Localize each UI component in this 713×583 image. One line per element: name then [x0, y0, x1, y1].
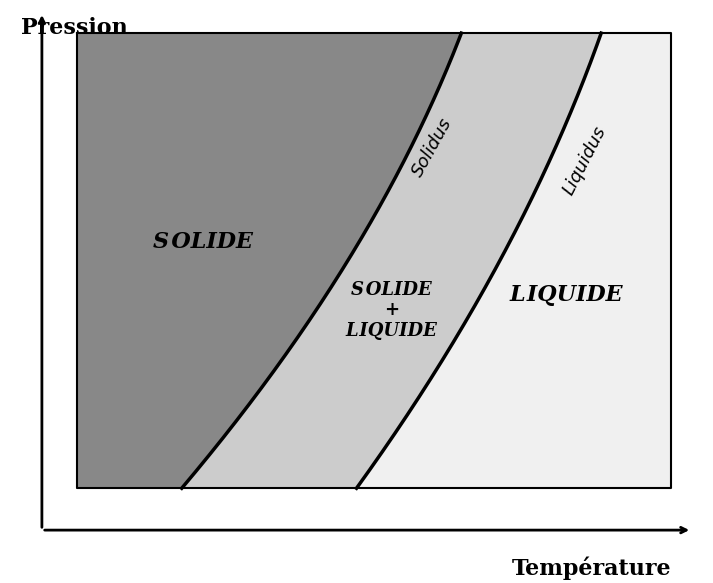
Text: L IQUIDE: L IQUIDE — [509, 284, 623, 305]
Text: S OLIDE: S OLIDE — [153, 231, 252, 254]
Text: Solidus: Solidus — [409, 114, 456, 180]
Polygon shape — [182, 33, 601, 488]
Text: Pression: Pression — [21, 17, 128, 40]
Polygon shape — [356, 33, 671, 488]
Polygon shape — [77, 33, 461, 488]
Polygon shape — [77, 33, 671, 488]
Text: Température: Température — [511, 556, 671, 580]
Text: Liquidus: Liquidus — [560, 123, 610, 198]
Text: S OLIDE
+
L IQUIDE: S OLIDE + L IQUIDE — [346, 280, 437, 340]
